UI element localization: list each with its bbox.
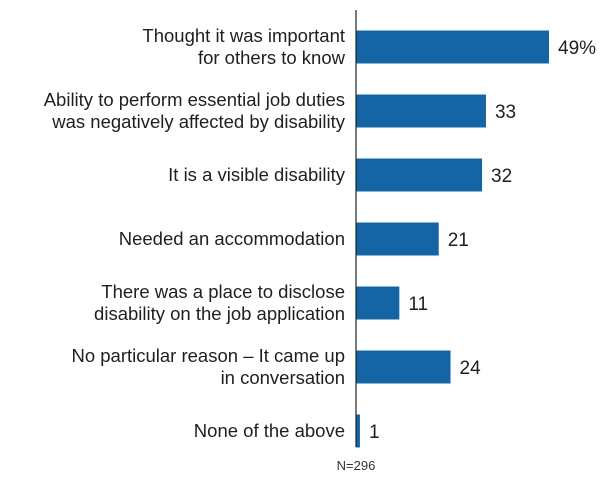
- data-label-4: 21: [448, 230, 469, 251]
- data-label-7: 1: [369, 422, 380, 443]
- sample-size-note: N=296: [337, 458, 376, 473]
- category-label-line: Ability to perform essential job duties: [44, 89, 345, 110]
- bar-1: [356, 30, 549, 64]
- data-label-1: 49%: [558, 38, 596, 59]
- category-label-line: None of the above: [194, 420, 345, 441]
- value-labels-layer: 49% 33 32 21 11 24 1: [369, 38, 596, 443]
- category-label-line: Thought it was important: [142, 25, 345, 46]
- data-label-5: 11: [408, 294, 428, 315]
- category-label-line: There was a place to disclose: [101, 281, 345, 302]
- category-label-line: was negatively affected by disability: [51, 111, 345, 132]
- category-label-1: Thought it was important for others to kn…: [142, 25, 345, 68]
- category-labels-layer: Thought it was important for others to kn…: [44, 25, 346, 441]
- category-label-5: There was a place to disclose disability …: [94, 281, 345, 324]
- bar-3: [356, 158, 483, 192]
- category-label-line: Needed an accommodation: [119, 228, 345, 249]
- data-label-2: 33: [495, 102, 516, 123]
- bar-7: [356, 414, 360, 448]
- category-label-line: in conversation: [221, 367, 345, 388]
- category-label-4: Needed an accommodation: [119, 228, 345, 249]
- data-label-6: 24: [460, 358, 482, 379]
- category-label-line: for others to know: [198, 47, 346, 68]
- data-label-3: 32: [491, 166, 512, 187]
- category-label-line: disability on the job application: [94, 303, 345, 324]
- category-label-line: It is a visible disability: [168, 164, 346, 185]
- bar-5: [356, 286, 400, 320]
- category-label-7: None of the above: [194, 420, 345, 441]
- category-label-6: No particular reason – It came up in conv…: [71, 345, 345, 388]
- bar-4: [356, 222, 439, 256]
- bar-6: [356, 350, 451, 384]
- category-label-2: Ability to perform essential job duties w…: [44, 89, 346, 132]
- bars-layer: [356, 30, 549, 448]
- bar-2: [356, 94, 486, 128]
- category-label-3: It is a visible disability: [168, 164, 346, 185]
- category-label-line: No particular reason – It came up: [71, 345, 345, 366]
